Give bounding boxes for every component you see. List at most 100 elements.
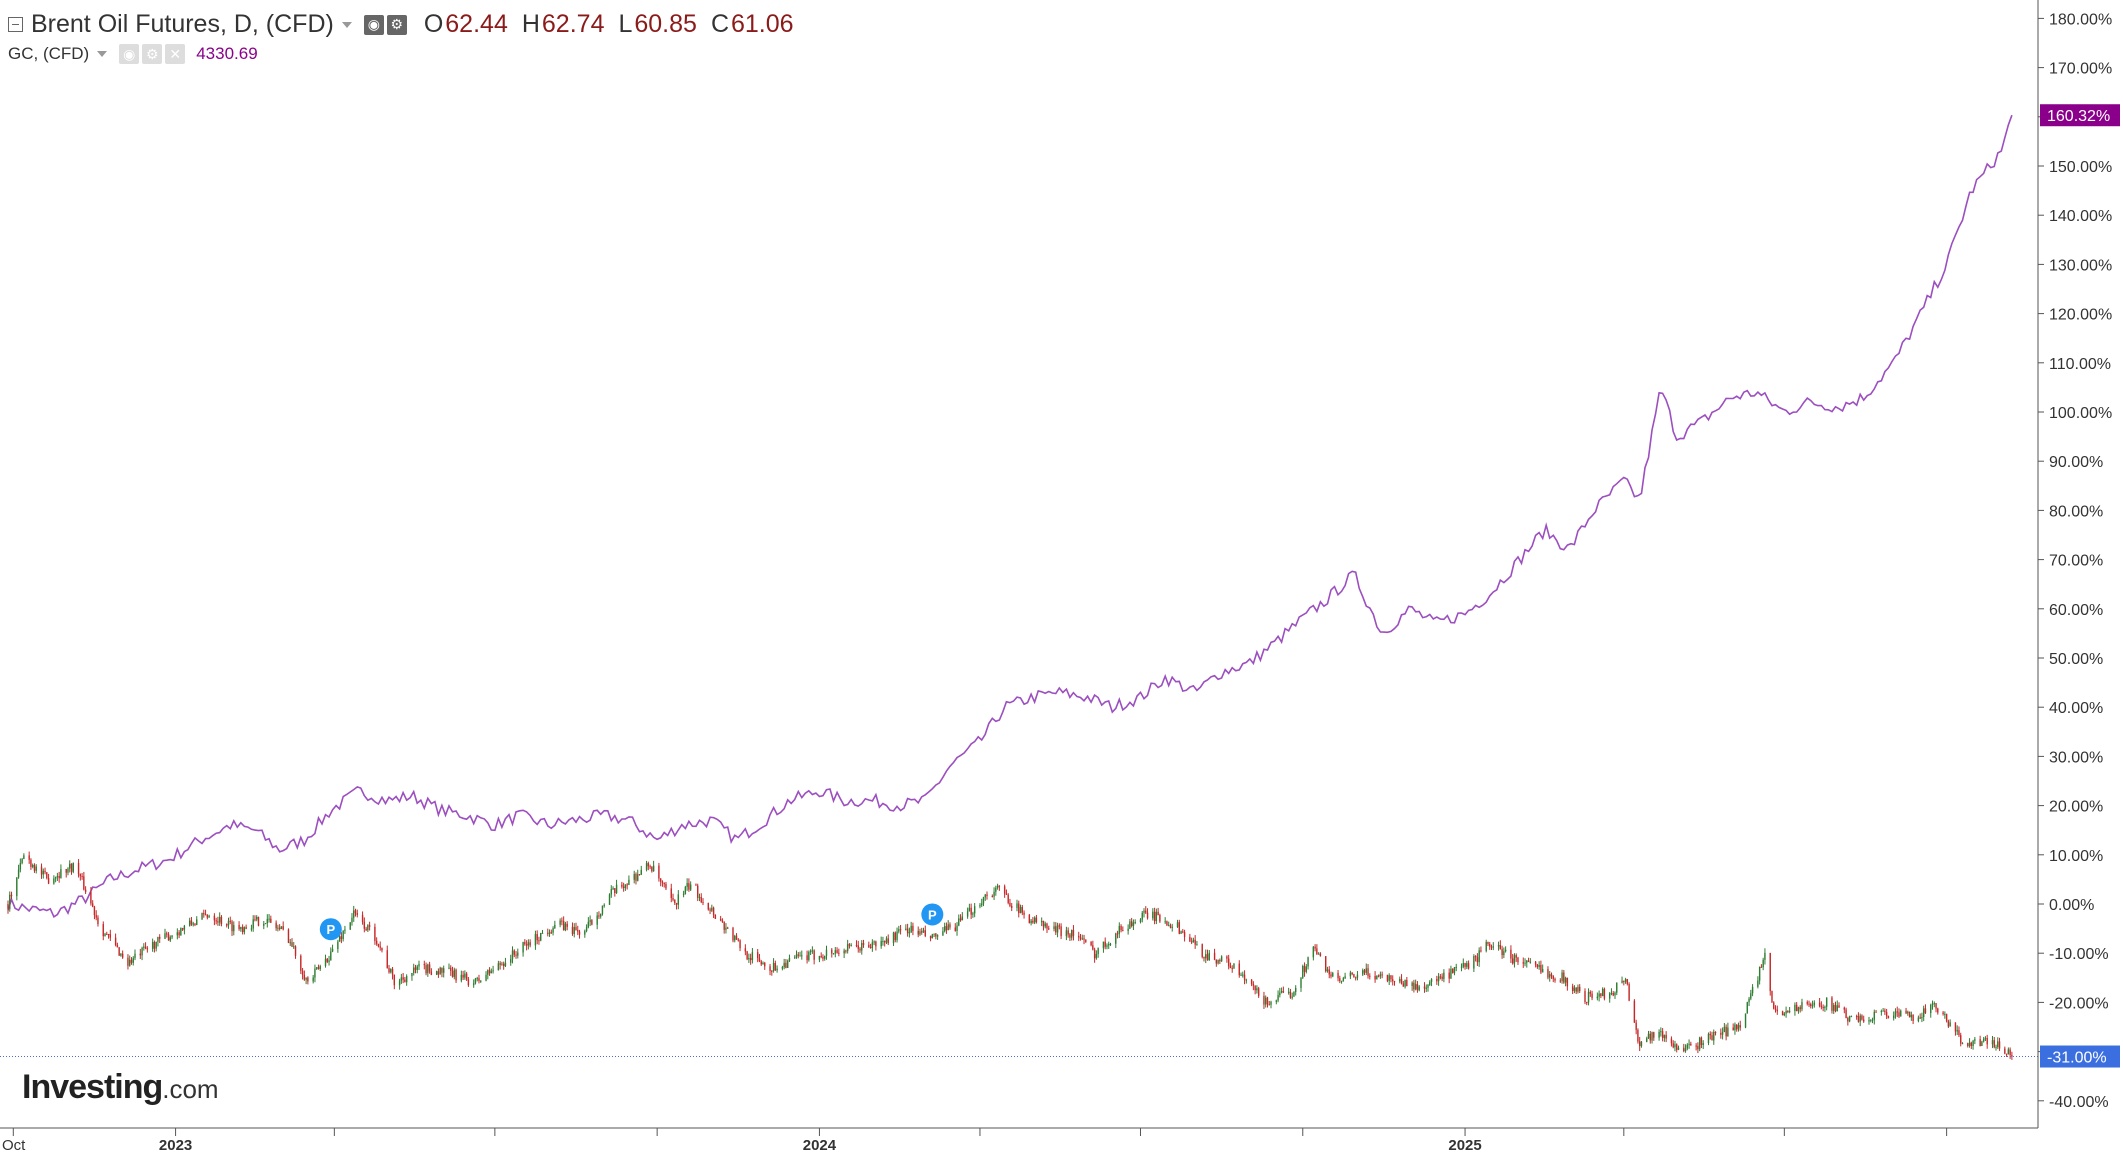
candle[interactable]	[1986, 1034, 1988, 1049]
candle[interactable]	[315, 967, 318, 970]
candle[interactable]	[56, 872, 59, 881]
candle[interactable]	[1340, 980, 1343, 984]
candle[interactable]	[831, 948, 833, 958]
candle[interactable]	[245, 924, 247, 930]
candle[interactable]	[818, 955, 821, 963]
candle[interactable]	[35, 864, 37, 874]
candle[interactable]	[774, 960, 777, 971]
candle[interactable]	[192, 921, 194, 927]
candle[interactable]	[1746, 1001, 1748, 1014]
candle[interactable]	[1250, 979, 1253, 987]
candle[interactable]	[275, 920, 277, 931]
candle[interactable]	[109, 929, 112, 941]
candle[interactable]	[1954, 1022, 1957, 1036]
candle[interactable]	[1797, 1006, 1800, 1014]
candle[interactable]	[391, 967, 394, 980]
candle[interactable]	[381, 947, 383, 953]
candle[interactable]	[1430, 978, 1433, 987]
candle[interactable]	[727, 926, 729, 929]
candle[interactable]	[1935, 1003, 1937, 1013]
candle[interactable]	[1586, 1001, 1588, 1006]
candle[interactable]	[1991, 1035, 1994, 1049]
candle[interactable]	[1413, 979, 1415, 993]
candle[interactable]	[871, 939, 874, 952]
candle[interactable]	[139, 948, 142, 960]
candle[interactable]	[1612, 991, 1614, 997]
candle[interactable]	[1376, 975, 1378, 980]
candle[interactable]	[1859, 1013, 1861, 1027]
candle[interactable]	[640, 865, 642, 876]
candle[interactable]	[1511, 953, 1514, 965]
candle[interactable]	[441, 967, 443, 978]
candle[interactable]	[1575, 987, 1577, 994]
candle[interactable]	[1566, 977, 1569, 991]
candle[interactable]	[1653, 1031, 1655, 1041]
candle[interactable]	[1489, 941, 1491, 950]
candle[interactable]	[69, 860, 71, 873]
candle[interactable]	[428, 961, 431, 974]
candle[interactable]	[1855, 1014, 1858, 1020]
candle[interactable]	[453, 967, 455, 980]
candle[interactable]	[1538, 961, 1540, 970]
candle[interactable]	[1933, 1001, 1935, 1008]
candle[interactable]	[857, 940, 859, 953]
candle[interactable]	[398, 978, 401, 990]
candle[interactable]	[1342, 976, 1345, 982]
candle[interactable]	[287, 928, 290, 944]
candle[interactable]	[390, 968, 392, 974]
candle[interactable]	[1563, 969, 1565, 984]
candle[interactable]	[645, 860, 648, 872]
candle[interactable]	[795, 950, 798, 959]
candle[interactable]	[882, 936, 884, 946]
candle[interactable]	[1773, 1001, 1775, 1010]
candle[interactable]	[1921, 1012, 1923, 1023]
candle[interactable]	[894, 931, 896, 943]
candle[interactable]	[993, 887, 995, 900]
candle[interactable]	[973, 903, 976, 918]
candle[interactable]	[1686, 1043, 1689, 1051]
candle[interactable]	[1674, 1040, 1676, 1052]
candle[interactable]	[1314, 944, 1316, 952]
candle[interactable]	[171, 935, 173, 940]
candle[interactable]	[1757, 976, 1759, 989]
candle[interactable]	[1282, 986, 1285, 994]
event-marker[interactable]: P	[921, 903, 944, 926]
candle[interactable]	[1649, 1030, 1651, 1044]
candle[interactable]	[1275, 999, 1278, 1005]
candle[interactable]	[1460, 963, 1463, 972]
candle[interactable]	[635, 872, 637, 885]
candle[interactable]	[462, 970, 464, 981]
candle[interactable]	[1021, 904, 1023, 916]
candle[interactable]	[1503, 947, 1505, 959]
candle[interactable]	[353, 905, 355, 922]
close-icon[interactable]: ✕	[165, 44, 186, 64]
candle[interactable]	[1085, 939, 1087, 943]
candle[interactable]	[324, 954, 327, 968]
candle[interactable]	[739, 939, 741, 952]
candle[interactable]	[1067, 927, 1069, 938]
candle[interactable]	[1400, 974, 1403, 985]
candle[interactable]	[158, 934, 161, 944]
candle[interactable]	[1931, 1000, 1934, 1010]
candle[interactable]	[134, 949, 136, 961]
candle[interactable]	[1554, 977, 1556, 983]
candle[interactable]	[1060, 923, 1062, 940]
candle[interactable]	[326, 957, 328, 964]
candle[interactable]	[548, 929, 551, 937]
candle[interactable]	[1584, 988, 1586, 1005]
candle[interactable]	[30, 858, 32, 870]
candle[interactable]	[256, 915, 258, 922]
candle[interactable]	[1510, 945, 1512, 964]
candle[interactable]	[541, 929, 544, 934]
candle[interactable]	[2004, 1046, 2006, 1055]
candle[interactable]	[476, 976, 478, 982]
candle[interactable]	[1474, 955, 1477, 962]
candle[interactable]	[1880, 1009, 1883, 1016]
candle[interactable]	[626, 883, 628, 890]
candle[interactable]	[954, 923, 956, 932]
candle[interactable]	[1573, 985, 1576, 994]
candle[interactable]	[599, 913, 602, 919]
candle[interactable]	[1078, 931, 1080, 942]
candle[interactable]	[90, 887, 92, 906]
chevron-down-icon[interactable]	[97, 51, 108, 57]
